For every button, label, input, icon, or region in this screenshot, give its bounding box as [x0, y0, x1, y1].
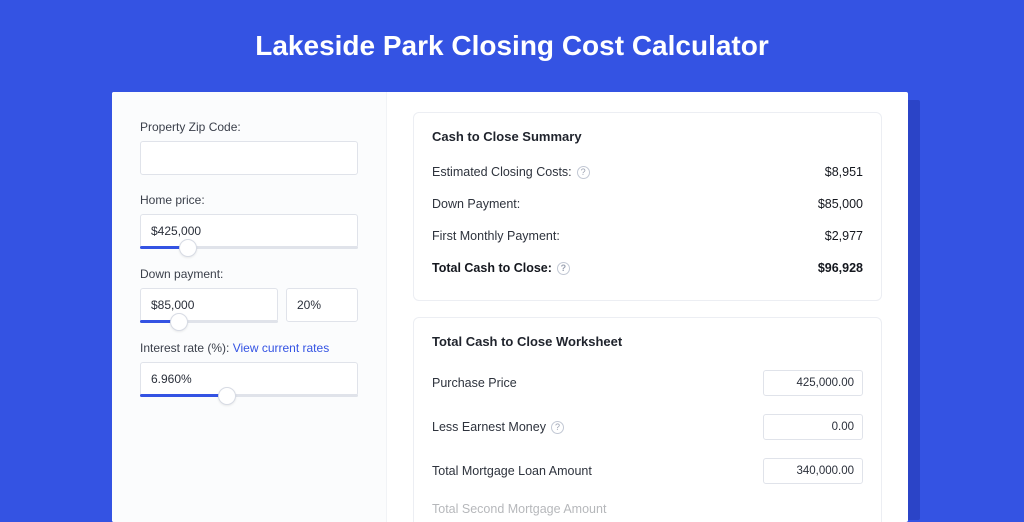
interest-rate-field: Interest rate (%): View current rates — [140, 341, 358, 397]
help-icon[interactable]: ? — [551, 421, 564, 434]
worksheet-row: Total Mortgage Loan Amount — [432, 449, 863, 493]
summary-rows: Estimated Closing Costs:? $8,951 Down Paym… — [432, 156, 863, 284]
down-payment-slider-thumb[interactable] — [170, 313, 188, 331]
worksheet-row-input[interactable] — [763, 458, 863, 484]
worksheet-row-label: Total Mortgage Loan Amount — [432, 464, 592, 478]
home-price-slider-thumb[interactable] — [179, 239, 197, 257]
worksheet-card: Total Cash to Close Worksheet Purchase P… — [413, 317, 882, 522]
summary-row: First Monthly Payment: $2,977 — [432, 220, 863, 252]
summary-row-value: $8,951 — [825, 165, 863, 179]
interest-rate-input[interactable] — [140, 362, 358, 396]
home-price-field: Home price: — [140, 193, 358, 249]
summary-row: Down Payment: $85,000 — [432, 188, 863, 220]
summary-row-label: Estimated Closing Costs:? — [432, 165, 590, 179]
interest-rate-slider-fill — [140, 394, 227, 397]
summary-row: Total Cash to Close:? $96,928 — [432, 252, 863, 284]
down-payment-slider[interactable] — [140, 320, 278, 323]
interest-rate-label-text: Interest rate (%): — [140, 341, 233, 355]
worksheet-row-input[interactable] — [763, 370, 863, 396]
interest-rate-label: Interest rate (%): View current rates — [140, 341, 358, 355]
interest-rate-slider-thumb[interactable] — [218, 387, 236, 405]
worksheet-row-label: Less Earnest Money? — [432, 420, 564, 434]
worksheet-row-input[interactable] — [763, 414, 863, 440]
summary-card: Cash to Close Summary Estimated Closing … — [413, 112, 882, 301]
zip-field: Property Zip Code: — [140, 120, 358, 175]
worksheet-row: Purchase Price — [432, 361, 863, 405]
zip-label: Property Zip Code: — [140, 120, 358, 134]
home-price-label: Home price: — [140, 193, 358, 207]
view-rates-link[interactable]: View current rates — [233, 341, 330, 355]
worksheet-rows: Purchase Price Less Earnest Money? Total M… — [432, 361, 863, 493]
summary-row-value: $2,977 — [825, 229, 863, 243]
help-icon[interactable]: ? — [577, 166, 590, 179]
worksheet-row: Less Earnest Money? — [432, 405, 863, 449]
summary-row-value: $85,000 — [818, 197, 863, 211]
down-payment-field: Down payment: — [140, 267, 358, 323]
summary-row: Estimated Closing Costs:? $8,951 — [432, 156, 863, 188]
summary-row-label: Total Cash to Close:? — [432, 261, 570, 275]
summary-row-label: Down Payment: — [432, 197, 520, 211]
calculator-panel: Property Zip Code: Home price: Down paym… — [112, 92, 908, 522]
summary-row-value: $96,928 — [818, 261, 863, 275]
down-payment-input[interactable] — [140, 288, 278, 322]
page-title: Lakeside Park Closing Cost Calculator — [0, 0, 1024, 86]
results-column: Cash to Close Summary Estimated Closing … — [387, 92, 908, 522]
inputs-column: Property Zip Code: Home price: Down paym… — [112, 92, 387, 522]
worksheet-truncated-label: Total Second Mortgage Amount — [432, 502, 606, 516]
home-price-input[interactable] — [140, 214, 358, 248]
summary-title: Cash to Close Summary — [432, 129, 863, 144]
home-price-slider[interactable] — [140, 246, 358, 249]
interest-rate-slider[interactable] — [140, 394, 358, 397]
down-payment-label: Down payment: — [140, 267, 358, 281]
worksheet-row-label: Purchase Price — [432, 376, 517, 390]
help-icon[interactable]: ? — [557, 262, 570, 275]
down-payment-pct-input[interactable] — [286, 288, 358, 322]
worksheet-row-truncated: Total Second Mortgage Amount — [432, 493, 863, 522]
summary-row-label: First Monthly Payment: — [432, 229, 560, 243]
worksheet-title: Total Cash to Close Worksheet — [432, 334, 863, 349]
zip-input[interactable] — [140, 141, 358, 175]
